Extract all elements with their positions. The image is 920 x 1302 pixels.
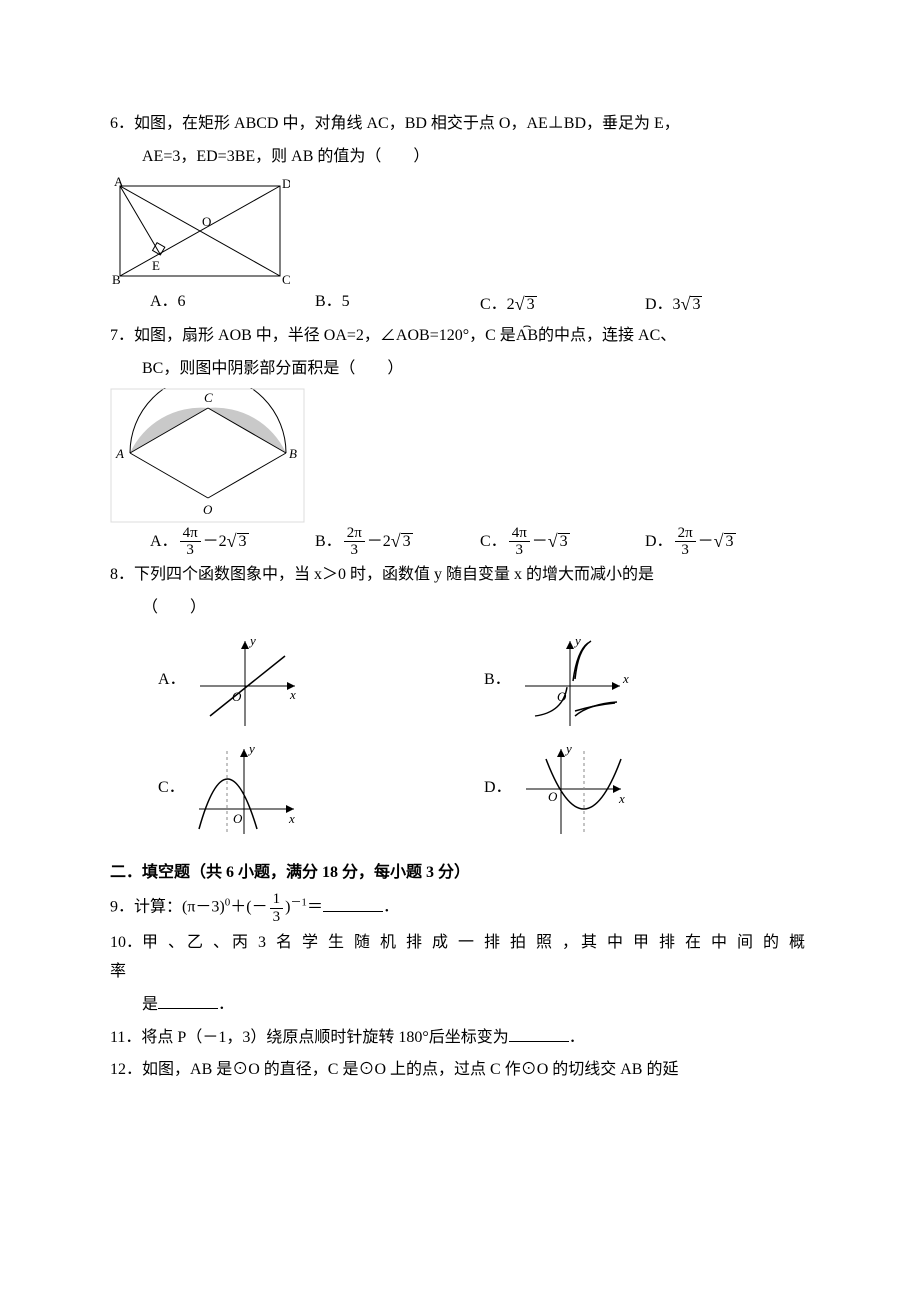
q11-number: 11． [110, 1029, 141, 1046]
q10-blank [158, 992, 218, 1009]
svg-text:O: O [548, 789, 558, 804]
svg-text:x: x [622, 671, 629, 686]
q6-fig-E: E [152, 258, 160, 273]
q7-opt-b: B．2π3－2√3 [315, 525, 480, 559]
q11-blank [509, 1025, 569, 1042]
q7-fig-A: A [115, 446, 124, 461]
q7-fig-B: B [289, 446, 297, 461]
question-8: 8．下列四个函数图象中，当 x＞0 时，函数值 y 随自变量 x 的增大而减小的… [110, 561, 810, 590]
q7-fig-C: C [204, 390, 213, 405]
question-9: 9．计算：(π－3)0＋(－13)－1＝． [110, 891, 810, 925]
q9-blank [323, 895, 383, 912]
svg-text:y: y [573, 633, 581, 648]
q7-fig-O: O [203, 502, 213, 517]
question-10: 10．甲 、乙 、丙 3 名 学 生 随 机 排 成 一 排 拍 照 ，其 中 … [110, 929, 810, 987]
q8-opt-d: D． x y O [484, 739, 810, 839]
q12-number: 12． [110, 1061, 142, 1078]
q6-opt-d: D．3√3 [645, 288, 810, 320]
q8-options: A． x y O B． [110, 631, 810, 839]
svg-text:y: y [247, 741, 255, 756]
q7-number: 7． [110, 327, 134, 344]
q6-line1: 如图，在矩形 ABCD 中，对角线 AC，BD 相交于点 O，AE⊥BD，垂足为… [134, 115, 680, 132]
q6-number: 6． [110, 115, 134, 132]
q8-opt-b: B． x y O [484, 631, 810, 731]
q9-number: 9． [110, 899, 134, 916]
svg-text:x: x [618, 791, 625, 806]
svg-text:O: O [232, 689, 242, 704]
q6-fig-A: A [114, 176, 124, 189]
q10-line2: 是． [110, 991, 810, 1020]
q8-line2: （ ） [110, 594, 810, 623]
q6-fig-D: D [282, 176, 290, 191]
q8-opt-a: A． x y O [158, 631, 484, 731]
q7-line1b: 的中点，连接 AC、 [538, 327, 676, 344]
question-12: 12．如图，AB 是⊙O 的直径，C 是⊙O 上的点，过点 C 作⊙O 的切线交… [110, 1056, 810, 1085]
q6-fig-B: B [112, 272, 121, 286]
q6-opt-b: B．5 [315, 288, 480, 320]
q7-line1a: 如图，扇形 AOB 中，半径 OA=2，∠AOB=120°，C 是 [134, 327, 516, 344]
q7-figure: A B C O [110, 388, 810, 523]
q7-options: A．4π3－2√3 B．2π3－2√3 C．4π3－√3 D．2π3－√3 [110, 525, 810, 559]
svg-text:O: O [233, 811, 243, 826]
q7-line2: BC，则图中阴影部分面积是（ ） [110, 355, 810, 384]
question-7: 7．如图，扇形 AOB 中，半径 OA=2，∠AOB=120°，C 是⌢AB的中… [110, 322, 810, 351]
arc-ab: ⌢AB [516, 322, 538, 351]
q6-options: A．6 B．5 C．2√3 D．3√3 [110, 288, 810, 320]
q6-fig-C: C [282, 272, 290, 286]
q6-opt-a: A．6 [150, 288, 315, 320]
question-6: 6．如图，在矩形 ABCD 中，对角线 AC，BD 相交于点 O，AE⊥BD，垂… [110, 110, 810, 139]
q8-line1: 下列四个函数图象中，当 x＞0 时，函数值 y 随自变量 x 的增大而减小的是 [134, 566, 654, 583]
svg-text:y: y [564, 741, 572, 756]
q7-opt-d: D．2π3－√3 [645, 525, 810, 559]
question-11: 11．将点 P（－1，3）绕原点顺时针旋转 180°后坐标变为． [110, 1024, 810, 1053]
q8-opt-c: C． x y O [158, 739, 484, 839]
q6-line2: AE=3，ED=3BE，则 AB 的值为（ ） [110, 143, 810, 172]
q8-number: 8． [110, 566, 134, 583]
svg-text:y: y [248, 633, 256, 648]
q6-opt-c: C．2√3 [480, 288, 645, 320]
section-2-heading: 二．填空题（共 6 小题，满分 18 分，每小题 3 分） [110, 859, 810, 888]
svg-text:O: O [557, 689, 567, 704]
q10-number: 10． [110, 934, 142, 951]
q6-fig-O: O [202, 214, 211, 229]
q7-opt-a: A．4π3－2√3 [150, 525, 315, 559]
svg-text:x: x [288, 811, 295, 826]
svg-text:x: x [289, 687, 296, 702]
q6-figure: A D B C O E [110, 176, 810, 286]
q7-opt-c: C．4π3－√3 [480, 525, 645, 559]
